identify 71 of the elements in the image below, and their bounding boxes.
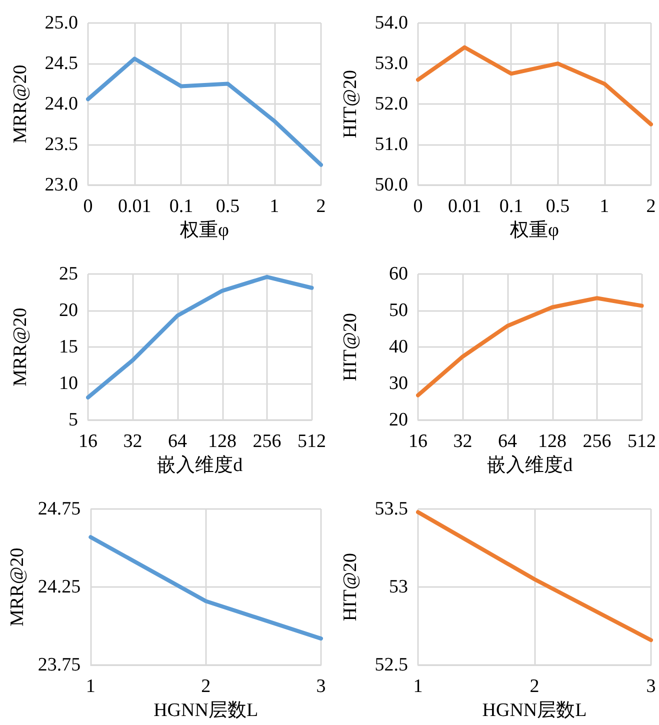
x-tick-label: 0: [83, 196, 93, 218]
line-series: [86, 56, 323, 167]
x-tick-label: 0.01: [118, 196, 152, 218]
y-axis-title: MRR@20: [7, 548, 28, 626]
line-series: [416, 296, 644, 398]
x-tick-label: 32: [123, 431, 142, 452]
y-tick-label: 60: [389, 264, 408, 284]
y-axis-title: MRR@20: [10, 64, 31, 144]
y-tick-label: 30: [389, 373, 408, 394]
x-tick-label: 2: [316, 196, 326, 218]
x-tick-label: 32: [453, 431, 472, 452]
y-tick-label: 20: [389, 410, 408, 431]
x-tick-label: 0.1: [499, 196, 524, 218]
y-tick-label: 24.5: [44, 53, 78, 74]
x-tick-label: 64: [168, 431, 188, 452]
y-tick-label: 40: [389, 336, 408, 358]
x-tick-label: 3: [646, 676, 656, 698]
x-tick-label: 2: [646, 196, 656, 218]
y-axis-title: HIT@20: [340, 70, 361, 138]
y-tick-label: 53.5: [374, 498, 408, 520]
y-tick-label: 23.0: [44, 174, 78, 196]
x-tick-label: 0.01: [448, 196, 482, 218]
x-axis-title: HGNN层数L: [154, 700, 258, 721]
x-axis-title: 嵌入维度d: [157, 454, 244, 476]
x-tick-label: 128: [538, 431, 566, 452]
x-tick-label: 256: [582, 431, 612, 452]
y-axis-title: HIT@20: [340, 552, 361, 622]
y-tick-label: 50: [389, 300, 408, 322]
x-tick-label: 16: [78, 431, 98, 452]
x-tick-label: 0.5: [546, 196, 570, 218]
x-axis-title: HGNN层数L: [482, 700, 587, 721]
x-tick-label: 3: [316, 676, 326, 698]
x-tick-label: 1: [270, 196, 280, 218]
x-axis-title: 权重φ: [179, 220, 230, 241]
x-tick-label: 0.1: [169, 196, 194, 218]
y-tick-label: 54.0: [374, 12, 408, 34]
line-series: [416, 45, 653, 126]
y-tick-label: 25.0: [44, 12, 78, 34]
y-tick-label: 51.0: [374, 134, 408, 156]
y-tick-label: 10: [59, 373, 78, 394]
y-tick-label: 52.0: [374, 94, 408, 115]
y-tick-label: 50.0: [374, 174, 408, 196]
x-tick-label: 0.5: [216, 196, 240, 218]
y-tick-label: 24.75: [38, 498, 81, 520]
x-tick-label: 64: [498, 431, 518, 452]
y-axis-title: HIT@20: [340, 312, 361, 382]
x-tick-label: 2: [201, 676, 211, 698]
y-tick-label: 20: [59, 300, 78, 322]
x-tick-label: 1: [600, 196, 610, 218]
x-tick-label: 1: [86, 676, 96, 698]
y-tick-label: 24.0: [44, 94, 78, 115]
x-tick-label: 512: [628, 431, 656, 452]
y-tick-label: 23.5: [44, 134, 78, 156]
x-tick-label: 0: [413, 196, 423, 218]
y-axis-title: MRR@20: [10, 308, 31, 386]
y-tick-label: 24.25: [38, 576, 81, 598]
y-tick-label: 53.0: [374, 53, 408, 74]
x-tick-label: 128: [208, 431, 236, 452]
x-tick-label: 1: [413, 676, 423, 698]
y-tick-label: 5: [68, 410, 78, 431]
y-tick-label: 52.5: [374, 654, 408, 676]
x-tick-label: 2: [530, 676, 540, 698]
y-tick-label: 23.75: [38, 654, 81, 676]
y-tick-label: 53: [389, 576, 408, 598]
x-tick-label: 256: [252, 431, 282, 452]
x-axis-title: 嵌入维度d: [487, 454, 574, 476]
x-tick-label: 512: [298, 431, 326, 452]
y-tick-label: 15: [59, 336, 78, 358]
y-tick-label: 25: [59, 264, 78, 284]
x-axis-title: 权重φ: [509, 220, 560, 241]
x-tick-label: 16: [408, 431, 428, 452]
